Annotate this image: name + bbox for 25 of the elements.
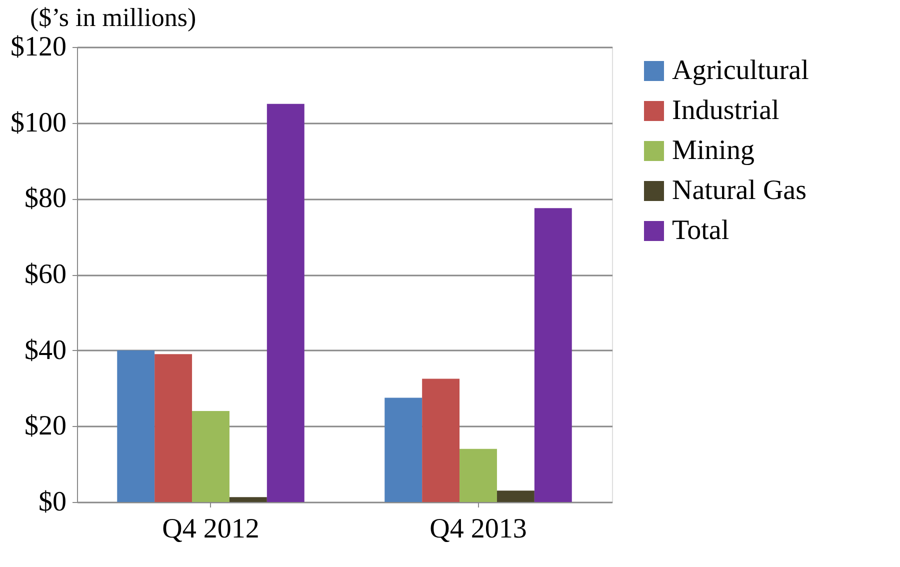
bar <box>117 350 155 502</box>
bar <box>384 398 422 502</box>
y-tick-label: $40 <box>24 334 66 366</box>
legend-label: Industrial <box>672 95 780 126</box>
y-tick-label: $100 <box>10 107 66 138</box>
text: ($’s in millions) <box>30 3 196 32</box>
bar <box>154 354 192 502</box>
y-tick-label: $20 <box>24 410 66 442</box>
legend-label: Mining <box>672 135 754 166</box>
y-tick-label: $80 <box>24 183 66 214</box>
x-tick-label: Q4 2012 <box>162 514 260 544</box>
y-tick-label: $120 <box>10 32 66 62</box>
legend-label: Natural Gas <box>672 175 807 206</box>
bar <box>422 378 460 502</box>
bar <box>192 411 230 502</box>
x-tick-label: Q4 2013 <box>430 514 527 544</box>
y-tick-label: $0 <box>38 486 66 518</box>
bar <box>496 490 534 502</box>
y-tick-label: $60 <box>24 259 66 290</box>
bar <box>460 448 497 502</box>
legend-label: Agricultural <box>672 55 810 86</box>
bar <box>229 497 267 502</box>
bar <box>266 104 304 502</box>
legend-label: Total <box>672 215 730 246</box>
bar <box>534 208 572 502</box>
